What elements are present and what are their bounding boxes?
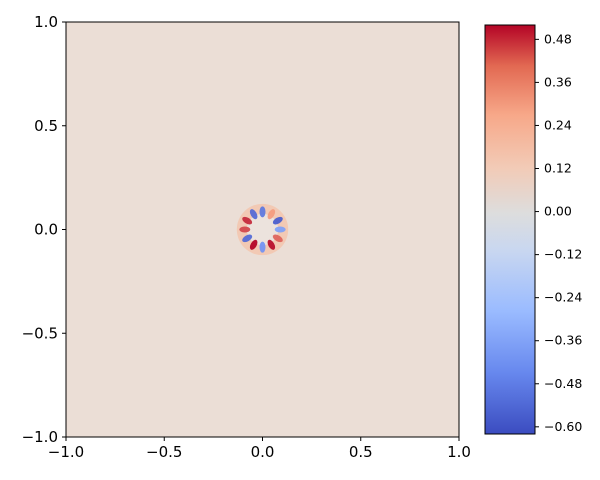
colorbar-tick-label: 0.48 — [544, 31, 572, 46]
colorbar-tick-label: −0.48 — [544, 376, 582, 391]
colorbar-tick-label: −0.24 — [544, 290, 582, 305]
feature-lobe-5 — [267, 239, 276, 250]
x-tick-label: −0.5 — [146, 443, 182, 461]
colorbar-tick-label: −0.60 — [544, 419, 582, 434]
x-tick-label: 1.0 — [447, 443, 471, 461]
y-tick-label: −1.0 — [22, 428, 58, 446]
heatmap-feature — [236, 203, 289, 256]
x-tick-label: 0.5 — [349, 443, 373, 461]
colorbar-ticks: 0.48 0.36 0.24 0.12 0.00 −0.12 −0.24 −0.36 −0.48… — [535, 31, 582, 434]
y-tick-label: −0.5 — [22, 324, 58, 342]
x-tick-label: −1.0 — [48, 443, 84, 461]
colorbar-tick-label: 0.00 — [544, 204, 572, 219]
feature-lobe-4 — [272, 234, 283, 243]
x-tick-label: 0.0 — [251, 443, 275, 461]
colorbar-tick-label: 0.12 — [544, 161, 572, 176]
feature-lobe-9 — [239, 226, 251, 233]
colorbar-tick-label: −0.12 — [544, 247, 582, 262]
y-tick-label: 0.0 — [34, 221, 58, 239]
colorbar-tick-label: 0.24 — [544, 117, 572, 132]
colorbar-tick-label: −0.36 — [544, 333, 582, 348]
y-axis: −1.0 −0.5 0.0 0.5 1.0 — [22, 13, 66, 446]
feature-lobe-0 — [259, 206, 266, 218]
y-tick-label: 1.0 — [34, 13, 58, 31]
y-tick-label: 0.5 — [34, 117, 58, 135]
plot-area: −1.0 −0.5 0.0 0.5 1.0 −1.0 −0.5 0.0 0.5 1.0 — [22, 13, 471, 461]
colorbar-gradient — [484, 24, 536, 435]
feature-ring-inner — [246, 213, 279, 246]
feature-lobe-7 — [249, 239, 258, 250]
feature-lobe-11 — [249, 209, 258, 220]
colorbar: 0.48 0.36 0.24 0.12 0.00 −0.12 −0.24 −0.36 −0.48… — [484, 24, 582, 435]
feature-lobe-1 — [267, 209, 276, 220]
feature-lobe-3 — [274, 226, 286, 233]
feature-lobe-10 — [242, 216, 253, 225]
feature-lobe-6 — [259, 241, 266, 253]
colorbar-tick-label: 0.36 — [544, 74, 572, 89]
feature-lobe-8 — [242, 234, 253, 243]
x-axis: −1.0 −0.5 0.0 0.5 1.0 — [48, 437, 471, 461]
feature-lobe-2 — [272, 216, 283, 225]
